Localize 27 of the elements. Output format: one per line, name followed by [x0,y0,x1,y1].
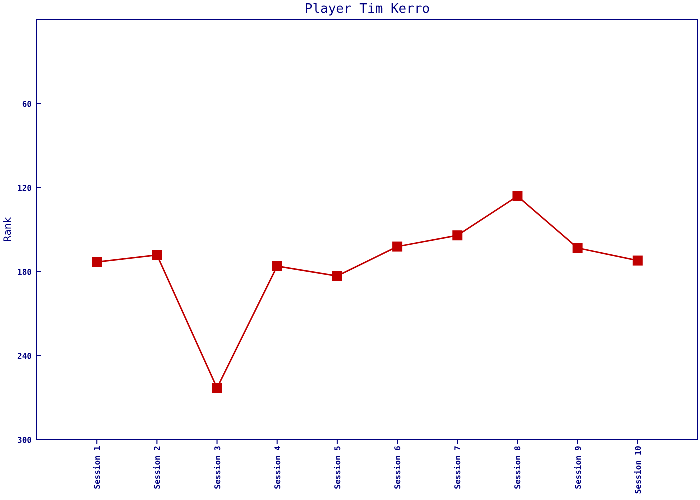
y-tick-label: 120 [18,184,32,193]
x-tick-label: Session 6 [394,446,403,490]
point [92,257,102,268]
point [512,191,523,202]
x-tick-label: Session 10 [634,446,643,494]
point [452,230,463,241]
point [392,242,403,252]
x-tick-label: Session 1 [93,446,102,490]
point [272,261,282,272]
y-axis-title: Rank [3,217,14,242]
x-tick-label: Session 9 [574,446,583,490]
y-tick-label: 180 [18,268,32,277]
y-tick-label: 300 [18,436,32,445]
point [632,256,643,266]
point [152,250,162,260]
point [212,383,222,394]
point [332,271,342,282]
y-tick-label: 60 [22,100,32,109]
x-tick-label: Session 3 [213,446,222,490]
x-tick-label: Session 7 [454,446,463,490]
x-tick-label: Session 5 [333,446,342,490]
y-tick-label: 240 [18,352,32,361]
x-tick-label: Session 2 [153,446,162,490]
chart-title: Player Tim Kerro [304,2,430,17]
x-tick-label: Session 4 [273,446,282,490]
x-tick-label: Session 8 [514,446,523,490]
point [572,243,583,254]
